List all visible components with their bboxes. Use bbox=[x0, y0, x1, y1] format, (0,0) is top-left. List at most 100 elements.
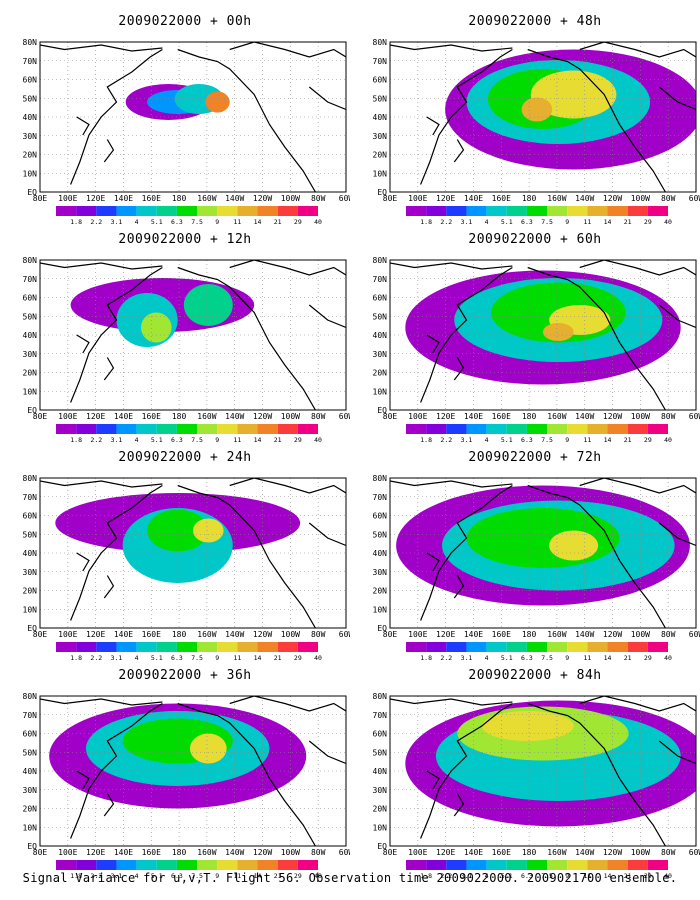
colorbar-swatch bbox=[567, 424, 588, 434]
longitude-label: 160W bbox=[197, 412, 216, 421]
coastline bbox=[40, 262, 163, 270]
longitude-label: 160W bbox=[547, 194, 566, 203]
colorbar-swatch bbox=[96, 860, 117, 870]
colorbar-swatch bbox=[156, 860, 177, 870]
colorbar-swatch bbox=[567, 860, 588, 870]
longitude-label: 120E bbox=[436, 848, 455, 857]
coastline bbox=[308, 86, 346, 111]
coastline bbox=[308, 740, 346, 765]
colorbar-swatch bbox=[277, 860, 298, 870]
colorbar-label: 1.8 bbox=[70, 218, 82, 226]
longitude-label: 80E bbox=[33, 194, 48, 203]
colorbar-swatch bbox=[197, 860, 218, 870]
colorbar-label: 5.1 bbox=[501, 654, 513, 662]
colorbar-swatch bbox=[76, 424, 97, 434]
latitude-label: 20N bbox=[23, 151, 38, 160]
latitude-label: 70N bbox=[23, 711, 38, 720]
longitude-label: 120W bbox=[603, 630, 622, 639]
latitude-label: 10N bbox=[23, 823, 38, 832]
colorbar-swatch bbox=[506, 642, 527, 652]
variance-shading bbox=[543, 323, 574, 341]
colorbar-swatch bbox=[406, 642, 427, 652]
longitude-label: 60W bbox=[339, 412, 350, 421]
panel-title: 2009022000 + 36h bbox=[118, 668, 252, 683]
colorbar-swatch bbox=[627, 642, 648, 652]
longitude-label: 160W bbox=[547, 630, 566, 639]
longitude-label: 80W bbox=[661, 194, 676, 203]
longitude-label: 100W bbox=[281, 412, 300, 421]
latitude-label: 10N bbox=[373, 605, 388, 614]
colorbar-swatch bbox=[607, 206, 628, 216]
colorbar-label: 14 bbox=[254, 218, 262, 226]
latitude-label: 50N bbox=[23, 530, 38, 539]
colorbar-swatch bbox=[406, 860, 427, 870]
colorbar-swatch bbox=[587, 860, 608, 870]
panel-title: 2009022000 + 48h bbox=[468, 14, 602, 29]
colorbar-label: 40 bbox=[664, 872, 672, 880]
colorbar-swatch bbox=[466, 424, 487, 434]
coastline bbox=[420, 48, 513, 185]
colorbar-label: 14 bbox=[604, 872, 612, 880]
longitude-label: 180 bbox=[172, 848, 187, 857]
coastline bbox=[76, 334, 90, 354]
longitude-label: 160W bbox=[547, 848, 566, 857]
colorbar-label: 6.3 bbox=[521, 436, 533, 444]
colorbar-label: 29 bbox=[294, 218, 302, 226]
colorbar-swatch bbox=[607, 424, 628, 434]
coastline bbox=[308, 304, 346, 329]
longitude-label: 80E bbox=[383, 412, 398, 421]
panel-title: 2009022000 + 00h bbox=[118, 14, 252, 29]
colorbar-label: 5.1 bbox=[151, 654, 163, 662]
latitude-label: 10N bbox=[373, 169, 388, 178]
longitude-label: 80W bbox=[311, 412, 326, 421]
colorbar-label: 40 bbox=[664, 654, 672, 662]
colorbar-label: 1.8 bbox=[420, 218, 432, 226]
colorbar-label: 3.1 bbox=[111, 436, 123, 444]
colorbar-label: 40 bbox=[664, 436, 672, 444]
longitude-label: 60W bbox=[689, 194, 700, 203]
colorbar-label: 5.1 bbox=[501, 218, 513, 226]
coastline bbox=[527, 266, 666, 410]
latitude-label: 10N bbox=[23, 605, 38, 614]
coastline bbox=[40, 44, 163, 52]
colorbar-label: 14 bbox=[254, 436, 262, 444]
longitude-label: 140W bbox=[225, 630, 244, 639]
longitude-label: 160W bbox=[547, 412, 566, 421]
latitude-label: 40N bbox=[23, 767, 38, 776]
map-panel: 2009022000 + 48h 80N 70N 60N 50N 40N 30N 20N 10N… bbox=[370, 10, 700, 228]
latitude-label: 50N bbox=[23, 748, 38, 757]
longitude-label: 100E bbox=[408, 194, 427, 203]
colorbar-swatch bbox=[547, 860, 568, 870]
latitude-label: 20N bbox=[23, 805, 38, 814]
colorbar-swatch bbox=[506, 206, 527, 216]
latitude-label: 40N bbox=[23, 113, 38, 122]
colorbar-swatch bbox=[197, 206, 218, 216]
colorbar-swatch bbox=[567, 206, 588, 216]
colorbar-label: 7.5 bbox=[191, 436, 203, 444]
coastline bbox=[40, 480, 163, 488]
colorbar-label: 3.1 bbox=[111, 872, 123, 880]
colorbar-label: 7.5 bbox=[541, 872, 553, 880]
colorbar-label: 14 bbox=[604, 436, 612, 444]
colorbar-label: 40 bbox=[314, 218, 322, 226]
longitude-label: 80W bbox=[661, 848, 676, 857]
colorbar-swatch bbox=[237, 860, 258, 870]
colorbar-swatch bbox=[587, 642, 608, 652]
latitude-label: 20N bbox=[23, 369, 38, 378]
variance-shading bbox=[183, 284, 233, 326]
colorbar-swatch bbox=[257, 860, 278, 870]
colorbar-swatch bbox=[56, 642, 77, 652]
latitude-label: 60N bbox=[373, 730, 388, 739]
colorbar-label: 9 bbox=[565, 654, 569, 662]
latitude-label: 30N bbox=[23, 132, 38, 141]
longitude-label: 160E bbox=[492, 412, 511, 421]
colorbar-label: 1.8 bbox=[420, 654, 432, 662]
panel-title: 2009022000 + 72h bbox=[468, 450, 602, 465]
variance-shading bbox=[205, 91, 230, 113]
colorbar-label: 6.3 bbox=[171, 872, 183, 880]
colorbar-swatch bbox=[257, 424, 278, 434]
colorbar-label: 7.5 bbox=[191, 872, 203, 880]
